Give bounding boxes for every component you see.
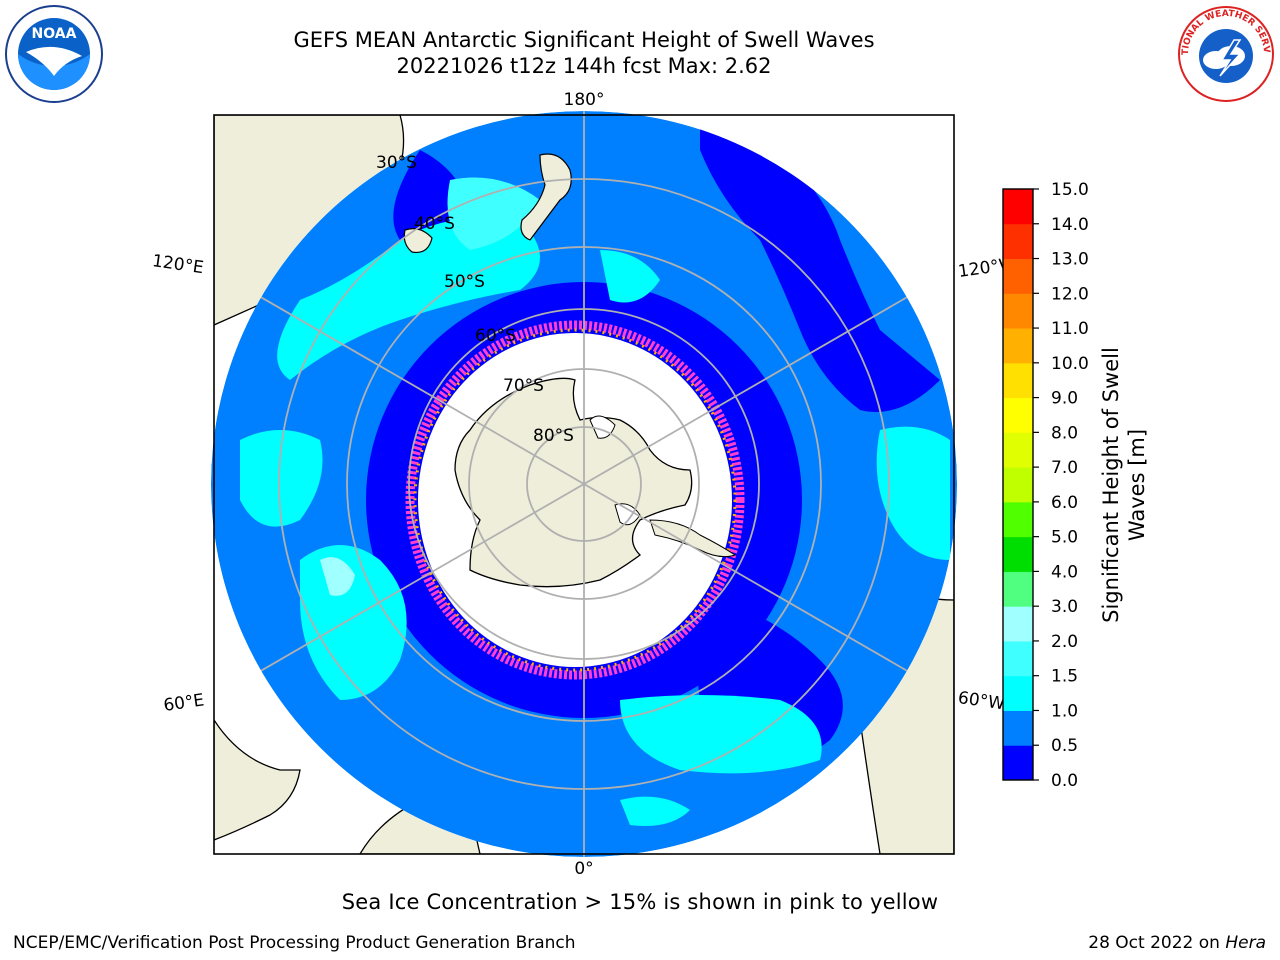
swell-high-pacific xyxy=(600,250,660,303)
footer-credit: NCEP/EMC/Verification Post Processing Pr… xyxy=(13,933,576,953)
swell-high-indian xyxy=(277,217,540,380)
lat-label-60: 60°S xyxy=(475,326,516,346)
new-zealand-land xyxy=(520,153,572,241)
sea-ice-edge xyxy=(405,320,745,680)
title-line-1: GEFS MEAN Antarctic Significant Height o… xyxy=(293,28,875,52)
colorbar-label: Significant Height of Swell Waves [m] xyxy=(1099,347,1149,623)
colorbar-tick-label: 13.0 xyxy=(1051,250,1089,270)
swell-high-atlantic xyxy=(620,695,822,774)
colorbar-bin-5 xyxy=(1003,571,1033,607)
colorbar-tick-label: 6.0 xyxy=(1051,493,1078,513)
colorbar-tick-label: 10.0 xyxy=(1051,354,1089,374)
colorbar-bin-13 xyxy=(1003,293,1033,329)
colorbar-bin-12 xyxy=(1003,328,1033,364)
colorbar-bin-15 xyxy=(1003,223,1033,260)
colorbar-tick-label: 11.0 xyxy=(1051,319,1089,339)
footer-date-text: 28 Oct 2022 on xyxy=(1088,933,1226,953)
colorbar-bin-8 xyxy=(1003,467,1033,503)
sea-ice-edge-yellow xyxy=(413,328,737,672)
lat-label-50: 50°S xyxy=(444,272,485,292)
noaa-logo-text: NOAA xyxy=(32,26,77,42)
colorbar-bin-14 xyxy=(1003,258,1033,294)
map-frame xyxy=(213,114,955,855)
colorbar-bin-7 xyxy=(1003,501,1033,538)
colorbar: 0.0 0.5 1.0 1.5 2.0 3.0 4.0 5.0 6.0 7.0 8.0 9.0 10.0… xyxy=(1002,180,1089,791)
graticule xyxy=(211,111,957,857)
colorbar-bin-4 xyxy=(1003,606,1033,642)
colorbar-tick-label: 1.0 xyxy=(1051,701,1078,721)
colorbar-bin-0 xyxy=(1003,745,1033,781)
swell-high-tasman xyxy=(447,177,540,250)
swell-peak xyxy=(320,557,355,596)
footer-machine: Hera xyxy=(1225,933,1266,953)
colorbar-bin-3 xyxy=(1003,640,1033,677)
swell-high-south xyxy=(620,796,690,826)
colorbar-frame xyxy=(1002,188,1034,781)
title-line-2: 20221026 t12z 144h fcst Max: 2.62 xyxy=(396,54,772,78)
colorbar-tick-label: 7.0 xyxy=(1051,458,1078,478)
colorbar-tick-label: 8.0 xyxy=(1051,423,1078,443)
colorbar-bin-1 xyxy=(1003,710,1033,746)
colorbar-bin-9 xyxy=(1003,432,1033,468)
colorbar-tick-label: 0.0 xyxy=(1051,771,1078,791)
lon-label-180: 180° xyxy=(564,90,605,110)
colorbar-bin-10 xyxy=(1003,397,1033,433)
colorbar-tick-label: 5.0 xyxy=(1051,528,1078,548)
sea-ice-note: Sea Ice Concentration > 15% is shown in … xyxy=(341,890,939,914)
noaa-logo: NOAA xyxy=(5,5,103,103)
lon-label-0: 0° xyxy=(574,859,593,879)
lat-label-40: 40°S xyxy=(414,214,455,234)
lon-label-60w: 60°W xyxy=(957,688,1006,714)
colorbar-tick-label: 1.5 xyxy=(1051,667,1078,687)
lon-label-60e: 60°E xyxy=(162,690,205,715)
tasmania-land xyxy=(403,228,433,254)
lon-label-120e: 120°E xyxy=(151,251,205,278)
lat-label-30: 30°S xyxy=(376,153,417,173)
ocean-low-patch-1 xyxy=(700,120,940,412)
footer-date: 28 Oct 2022 on Hera xyxy=(1088,933,1266,953)
swell-high-east xyxy=(876,426,950,560)
lat-label-70: 70°S xyxy=(503,376,544,396)
swell-high-southwest xyxy=(300,545,407,700)
colorbar-tick-label: 2.0 xyxy=(1051,632,1078,652)
swell-high-west xyxy=(240,430,323,527)
madagascar-africa-land xyxy=(214,718,301,841)
lat-label-80: 80°S xyxy=(533,426,574,446)
colorbar-bin-16 xyxy=(1003,189,1033,225)
colorbar-tick-label: 3.0 xyxy=(1051,597,1078,617)
antarctica-land xyxy=(454,377,693,588)
colorbar-tick-label: 9.0 xyxy=(1051,389,1078,409)
nws-logo: NATIONAL WEATHER SERVICE xyxy=(1176,4,1274,102)
colorbar-tick-label: 12.0 xyxy=(1051,284,1089,304)
colorbar-tick-label: 4.0 xyxy=(1051,562,1078,582)
colorbar-bin-2 xyxy=(1003,675,1033,711)
colorbar-tick-label: 15.0 xyxy=(1051,180,1089,200)
colorbar-bin-11 xyxy=(1003,362,1033,399)
colorbar-tick-label: 14.0 xyxy=(1051,215,1089,235)
colorbar-tick-label: 0.5 xyxy=(1051,736,1078,756)
colorbar-bin-6 xyxy=(1003,536,1033,572)
